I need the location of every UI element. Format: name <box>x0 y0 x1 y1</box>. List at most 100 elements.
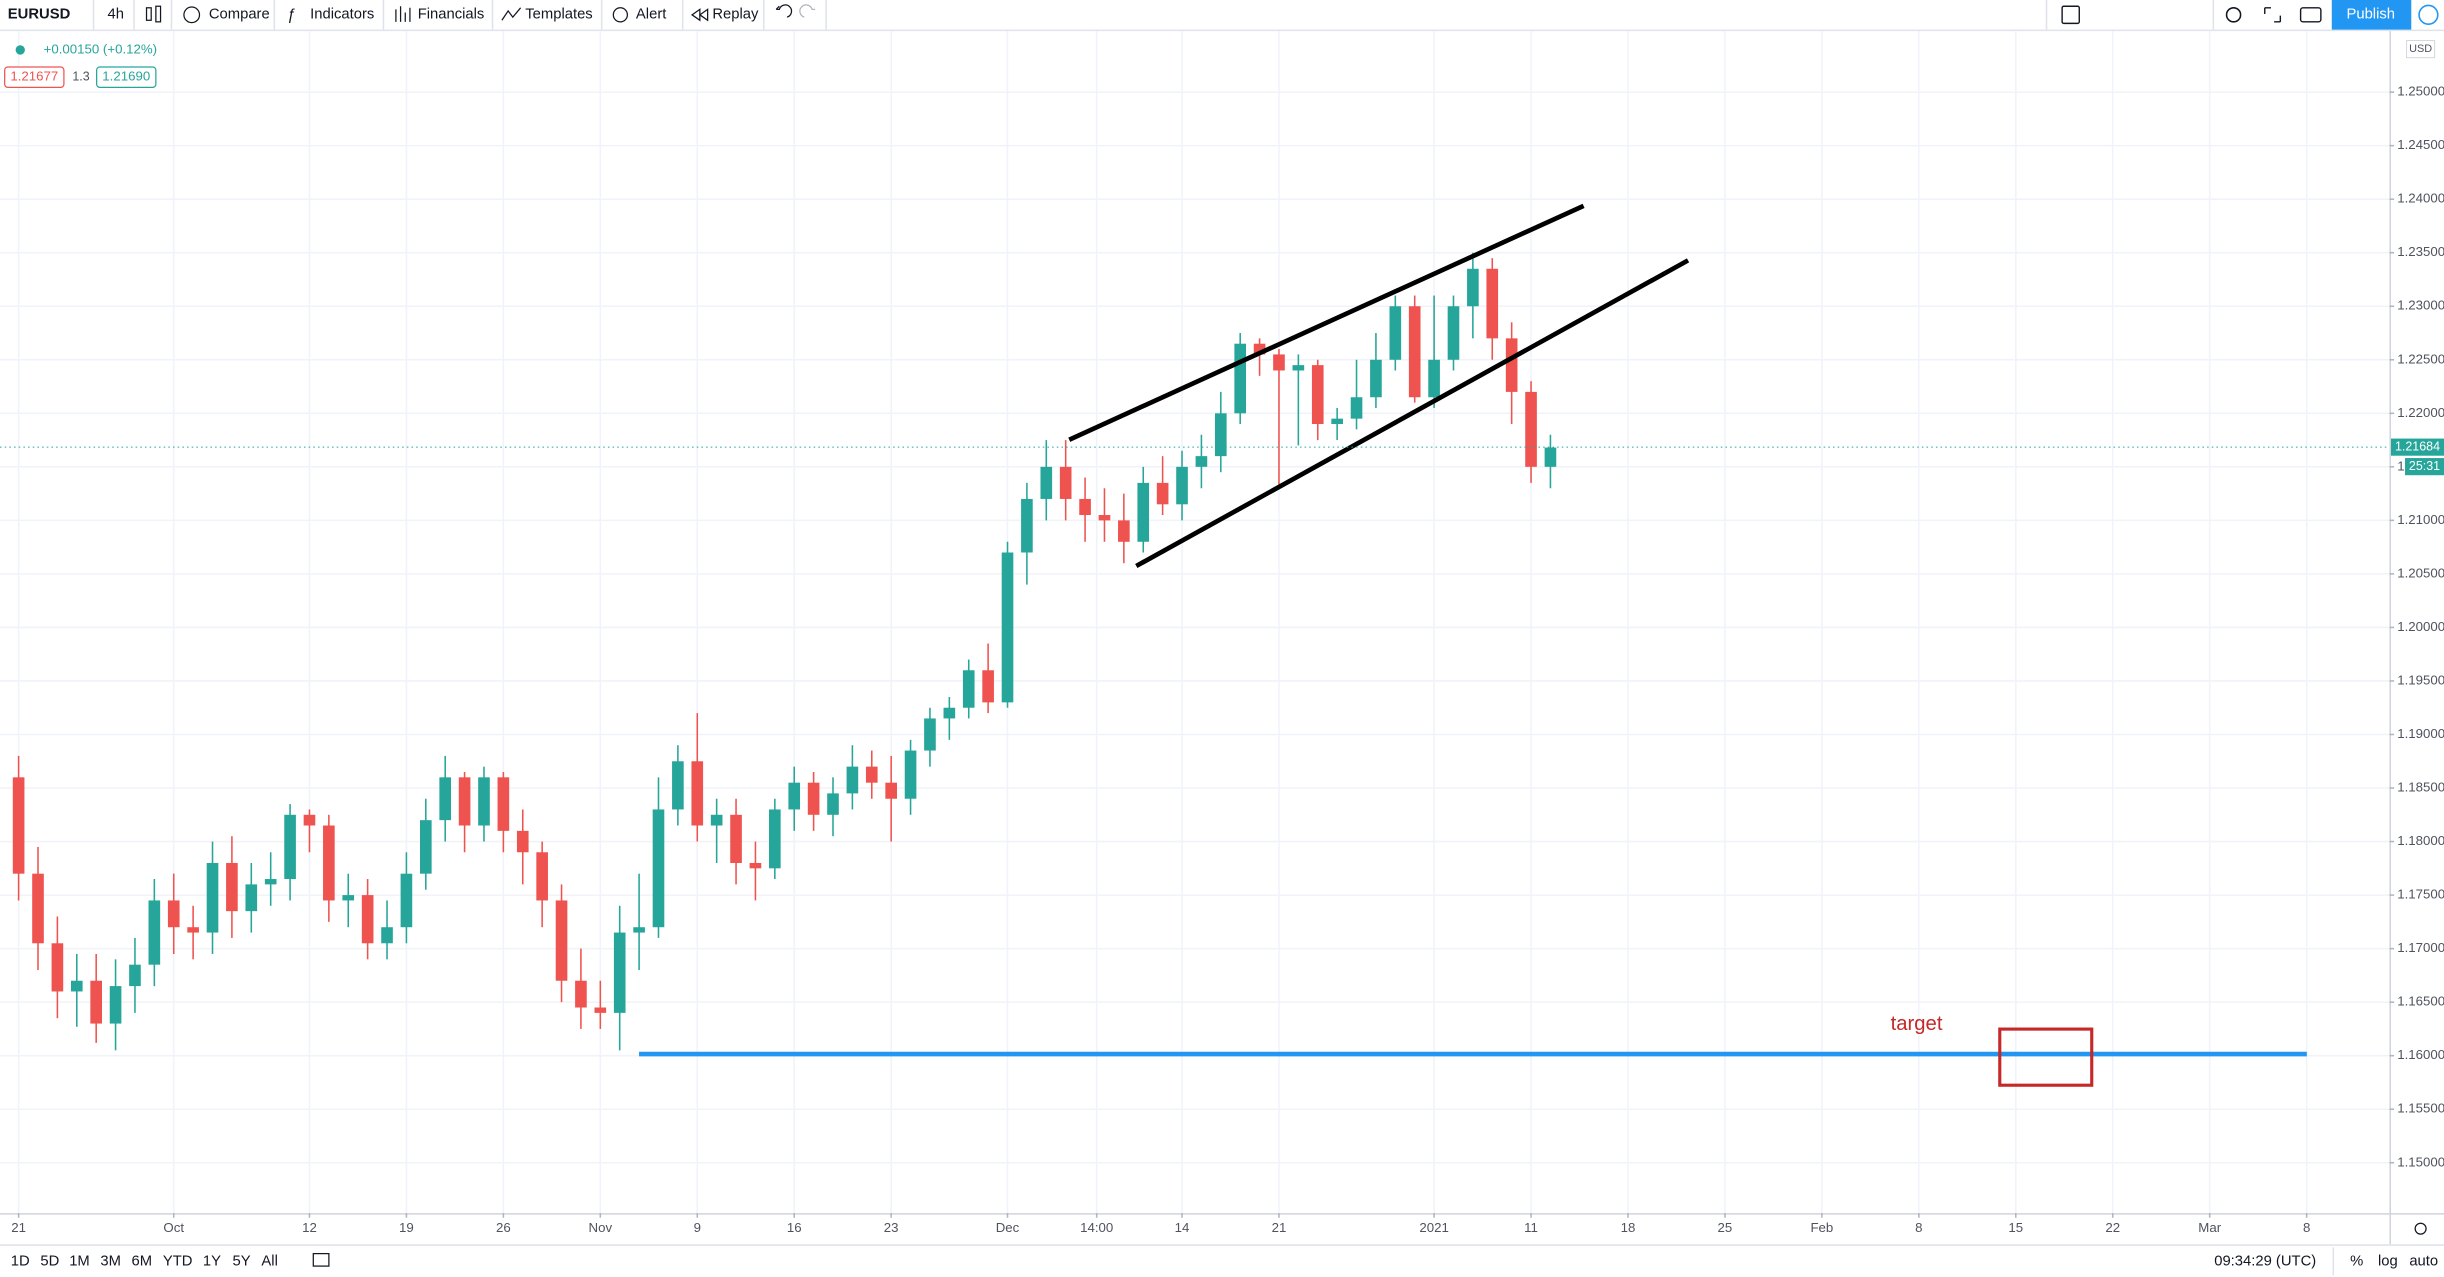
candle-body <box>51 943 64 992</box>
undo-button[interactable] <box>775 4 793 18</box>
percent-toggle[interactable]: % <box>2350 1253 2363 1269</box>
candle-body <box>1428 359 1440 398</box>
candle-body <box>1021 498 1033 553</box>
x-tick-label: 8 <box>1915 1220 1922 1235</box>
redo-button[interactable] <box>799 4 816 18</box>
candle-body <box>1059 466 1072 499</box>
compare-icon[interactable] <box>183 6 201 24</box>
candle-body <box>594 1007 607 1013</box>
candle-body <box>672 761 684 810</box>
x-tick-label: Nov <box>589 1220 613 1235</box>
y-tick-label: 1.18500 <box>2397 780 2444 795</box>
currency-box[interactable] <box>2406 40 2436 59</box>
toolbar-button[interactable]: Financials <box>418 7 485 23</box>
x-tick-label: Feb <box>1810 1220 1833 1235</box>
bid-price[interactable]: 1.21677 <box>10 69 58 84</box>
candle-body <box>730 814 742 863</box>
alert-icon[interactable] <box>612 7 628 23</box>
toolbar-button[interactable]: Alert <box>636 7 666 23</box>
fullscreen-button[interactable] <box>2264 7 2282 23</box>
range-button[interactable]: All <box>261 1253 277 1269</box>
ask-price[interactable]: 1.21690 <box>102 69 150 84</box>
x-tick-label: 21 <box>1272 1220 1287 1235</box>
target-label[interactable]: target <box>1891 1013 1943 1035</box>
candle-body <box>904 750 917 799</box>
range-button[interactable]: 1D <box>11 1253 30 1269</box>
x-tick-label: 14:00 <box>1080 1220 1113 1235</box>
snapshot-button[interactable] <box>2299 7 2322 23</box>
candle-body <box>827 793 839 815</box>
candle-body <box>129 964 141 987</box>
candle-body <box>962 670 975 708</box>
channel-lower-line[interactable] <box>1135 258 1690 569</box>
replay-icon[interactable] <box>690 8 709 22</box>
y-tick-label: 1.16500 <box>2397 994 2444 1009</box>
y-tick-label: 1.19500 <box>2397 672 2444 687</box>
range-button[interactable]: 3M <box>100 1253 121 1269</box>
range-button[interactable]: 1Y <box>203 1253 221 1269</box>
candle-body <box>1350 397 1363 419</box>
candle-body <box>1273 354 1285 371</box>
currency-label[interactable]: USD <box>2409 43 2432 55</box>
goto-date-button[interactable] <box>312 1252 330 1267</box>
candle-body <box>1040 466 1053 499</box>
y-tick-label: 1.22500 <box>2397 351 2444 366</box>
financials-icon[interactable] <box>395 6 411 22</box>
auto-toggle[interactable]: auto <box>2409 1253 2438 1269</box>
countdown-label: 25:31 <box>2409 459 2440 473</box>
y-tick-label: 1.24000 <box>2397 191 2444 206</box>
candle-body <box>807 782 820 815</box>
range-buttons: 1D 5D 1M 3M 6M YTD 1Y 5Y All <box>11 1253 278 1269</box>
candle-body <box>439 777 452 821</box>
candle-body <box>1505 338 1518 392</box>
settings-button[interactable] <box>2225 7 2242 23</box>
candle-body <box>652 809 665 928</box>
interval[interactable]: 4h <box>108 7 124 23</box>
axis-settings-button[interactable] <box>2414 1222 2427 1235</box>
range-button[interactable]: 5Y <box>233 1253 251 1269</box>
candle-body <box>555 900 568 981</box>
candle-body <box>167 900 180 928</box>
candle-body <box>982 670 994 703</box>
stream-button[interactable] <box>2418 4 2439 25</box>
candle-body <box>1311 365 1324 425</box>
symbol[interactable]: EURUSD <box>8 7 71 23</box>
x-tick-label: 16 <box>787 1220 802 1235</box>
candle-body <box>516 830 529 853</box>
x-tick-label: 12 <box>302 1220 317 1235</box>
toolbar-button[interactable]: Indicators <box>310 7 374 23</box>
x-tick-label: 11 <box>1524 1220 1538 1235</box>
y-tick-label: 1.20500 <box>2397 565 2444 580</box>
y-tick-label: 1.15500 <box>2397 1101 2444 1116</box>
toolbar-button[interactable]: Compare <box>209 7 270 23</box>
y-tick-label: 1.16000 <box>2397 1047 2444 1062</box>
candle-body <box>109 986 122 1024</box>
layout-button[interactable] <box>2061 5 2080 25</box>
toolbar-button[interactable]: Templates <box>525 7 592 23</box>
last-price-tag <box>2391 438 2444 456</box>
bid-box[interactable] <box>4 66 65 88</box>
status-dot <box>15 45 25 55</box>
candle-body <box>1098 515 1111 521</box>
log-toggle[interactable]: log <box>2378 1253 2398 1269</box>
candle-body <box>206 862 219 933</box>
chart-style-icon[interactable] <box>145 5 162 23</box>
toolbar <box>0 0 2444 30</box>
y-tick-label: 1.24500 <box>2397 137 2444 152</box>
y-tick-label: 1.21000 <box>2397 512 2444 527</box>
publish-label[interactable]: Publish <box>2346 7 2395 23</box>
indicators-icon[interactable]: ƒ <box>287 7 296 24</box>
templates-icon[interactable] <box>501 7 522 21</box>
range-button[interactable]: 1M <box>69 1253 90 1269</box>
candle-body <box>361 895 374 944</box>
channel-upper-line[interactable] <box>1068 203 1585 442</box>
ask-box[interactable] <box>96 66 157 88</box>
spread: 1.3 <box>72 69 89 83</box>
publish-button[interactable] <box>2331 0 2412 30</box>
toolbar-button[interactable]: Replay <box>712 7 759 23</box>
x-tick-label: 25 <box>1718 1220 1733 1235</box>
target-box[interactable] <box>1998 1027 2094 1087</box>
range-button[interactable]: YTD <box>163 1253 193 1269</box>
range-button[interactable]: 5D <box>40 1253 59 1269</box>
range-button[interactable]: 6M <box>132 1253 153 1269</box>
